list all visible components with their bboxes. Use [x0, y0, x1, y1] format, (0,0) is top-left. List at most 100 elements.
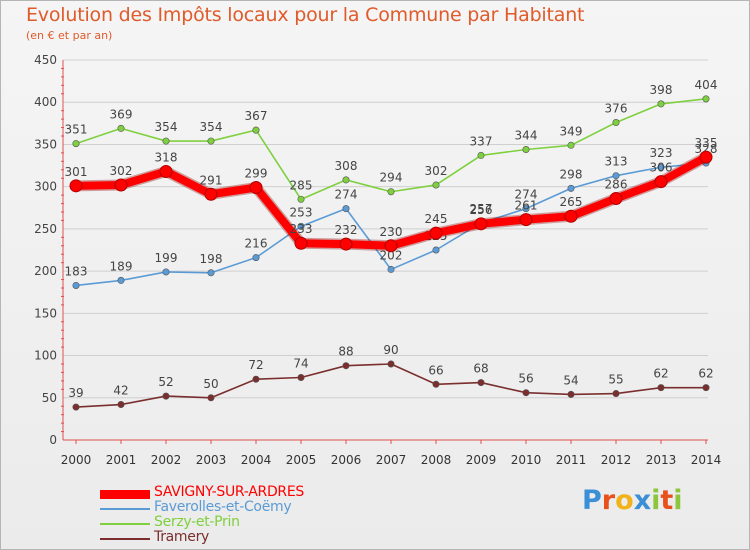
- data-point: [252, 126, 260, 134]
- data-point: [339, 237, 353, 251]
- data-label: 62: [698, 367, 713, 381]
- data-label: 56: [518, 372, 533, 386]
- data-point: [522, 205, 530, 213]
- logo-letter: i: [651, 485, 661, 516]
- data-label: 55: [608, 373, 623, 387]
- data-label: 90: [383, 343, 398, 357]
- y-tick-label: 250: [34, 222, 57, 236]
- data-label: 323: [650, 146, 673, 160]
- y-tick-label: 200: [34, 264, 57, 278]
- data-point: [159, 164, 173, 178]
- legend-swatch-faverolles: [100, 508, 150, 510]
- data-point: [567, 184, 575, 192]
- data-label: 230: [380, 225, 403, 239]
- x-tick-label: 2002: [151, 453, 182, 467]
- x-tick-label: 2005: [286, 453, 317, 467]
- data-point: [477, 151, 485, 159]
- data-label: 216: [245, 237, 268, 251]
- logo-letter: P: [582, 485, 602, 516]
- data-label: 328: [695, 142, 718, 156]
- x-tick-label: 2011: [556, 453, 587, 467]
- x-tick-label: 2006: [331, 453, 362, 467]
- data-point: [609, 191, 623, 205]
- data-label: 376: [605, 101, 628, 115]
- data-point: [162, 137, 170, 145]
- data-point: [114, 178, 128, 192]
- data-point: [342, 362, 350, 370]
- data-point: [432, 181, 440, 189]
- data-point: [69, 179, 83, 193]
- data-label: 253: [290, 205, 313, 219]
- data-point: [342, 176, 350, 184]
- data-label: 274: [335, 188, 358, 202]
- data-label: 257: [470, 202, 493, 216]
- x-tick-label: 2001: [106, 453, 137, 467]
- data-label: 42: [113, 384, 128, 398]
- data-label: 302: [110, 164, 133, 178]
- legend-label-tramery: Tramery: [154, 529, 210, 545]
- data-label: 302: [425, 164, 448, 178]
- x-tick-label: 2013: [646, 453, 677, 467]
- x-tick-label: 2007: [376, 453, 407, 467]
- data-label: 349: [560, 124, 583, 138]
- data-label: 306: [650, 161, 673, 175]
- data-point: [522, 389, 530, 397]
- data-label: 318: [155, 150, 178, 164]
- data-label: 404: [695, 78, 718, 92]
- data-point: [612, 390, 620, 398]
- legend-swatch-tramery: [100, 538, 150, 540]
- data-label: 189: [110, 259, 133, 273]
- data-label: 198: [200, 252, 223, 266]
- data-point: [432, 246, 440, 254]
- data-point: [252, 254, 260, 262]
- data-label: 202: [380, 248, 403, 262]
- x-tick-label: 2009: [466, 453, 497, 467]
- y-tick-label: 100: [34, 349, 57, 363]
- data-point: [657, 100, 665, 108]
- data-point: [117, 124, 125, 132]
- logo-letter: x: [633, 485, 652, 516]
- legend-label-faverolles: Faverolles-et-Coëmy: [154, 499, 292, 515]
- data-label: 367: [245, 109, 268, 123]
- data-label: 39: [68, 386, 83, 400]
- data-point: [477, 379, 485, 387]
- data-point: [207, 394, 215, 402]
- data-point: [72, 403, 80, 411]
- data-label: 369: [110, 107, 133, 121]
- data-label: 66: [428, 363, 443, 377]
- data-label: 88: [338, 345, 353, 359]
- y-tick-label: 150: [34, 306, 57, 320]
- data-point: [657, 384, 665, 392]
- data-point: [294, 236, 308, 250]
- data-point: [564, 209, 578, 223]
- data-label: 294: [380, 171, 403, 185]
- data-label: 344: [515, 129, 538, 143]
- data-point: [297, 222, 305, 230]
- data-point: [342, 205, 350, 213]
- x-tick-label: 2000: [61, 453, 92, 467]
- x-tick-label: 2008: [421, 453, 452, 467]
- data-point: [429, 226, 443, 240]
- y-tick-label: 50: [42, 391, 57, 405]
- data-label: 298: [560, 167, 583, 181]
- x-tick-label: 2010: [511, 453, 542, 467]
- y-tick-label: 450: [34, 53, 57, 67]
- y-tick-label: 400: [34, 95, 57, 109]
- data-point: [432, 380, 440, 388]
- data-point: [384, 239, 398, 253]
- x-tick-label: 2003: [196, 453, 227, 467]
- data-label: 232: [335, 223, 358, 237]
- data-label: 354: [155, 120, 178, 134]
- proxiti-logo: Proxiti: [582, 485, 683, 516]
- data-label: 291: [200, 173, 223, 187]
- data-point: [567, 141, 575, 149]
- logo-letter: r: [601, 485, 616, 516]
- data-label: 62: [653, 367, 668, 381]
- data-point: [612, 118, 620, 126]
- data-point: [117, 276, 125, 284]
- data-point: [297, 374, 305, 382]
- data-label: 261: [515, 199, 538, 213]
- data-label: 301: [65, 165, 88, 179]
- x-tick-label: 2004: [241, 453, 272, 467]
